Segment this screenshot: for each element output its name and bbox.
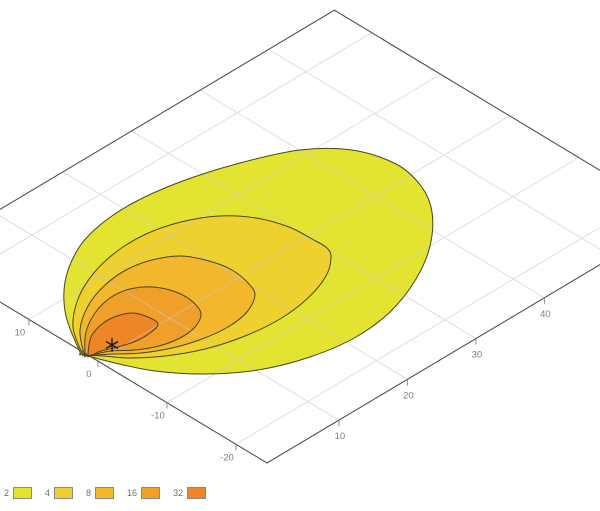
grid-line-v20 bbox=[0, 32, 372, 255]
legend-item-2: 2 bbox=[4, 487, 33, 499]
grid-line-u50 bbox=[268, 48, 600, 250]
contour-line-8 bbox=[79, 255, 256, 358]
legend-swatch bbox=[54, 487, 74, 499]
legend-swatch bbox=[187, 487, 207, 499]
asterisk-marker-ray bbox=[105, 340, 119, 350]
legend-item-8: 8 bbox=[86, 487, 115, 499]
axis-tick-labels: 10 20 30 40 10 0 -10 -20 bbox=[15, 309, 551, 464]
contour-line-4 bbox=[72, 215, 332, 359]
legend-swatch bbox=[13, 487, 33, 499]
grid-line-v10 bbox=[28, 73, 441, 320]
y-tick-label-10: 10 bbox=[15, 328, 26, 339]
x-tick-label-10: 10 bbox=[335, 431, 346, 442]
x-tick-label-20: 20 bbox=[403, 390, 414, 401]
plot-plane-border bbox=[0, 9, 600, 464]
grid-line-v-20 bbox=[235, 226, 600, 445]
x-tick-label-30: 30 bbox=[472, 350, 483, 361]
legend-label: 4 bbox=[45, 488, 51, 498]
contour-line-2 bbox=[63, 147, 434, 375]
legend-label: 32 bbox=[173, 488, 184, 498]
y-tick-label--10: -10 bbox=[151, 411, 165, 422]
plot-frame bbox=[0, 9, 600, 464]
legend-swatch bbox=[95, 487, 115, 499]
contour-line-32 bbox=[87, 312, 159, 358]
legend-swatch bbox=[141, 487, 161, 499]
grid-line-u10 bbox=[0, 215, 340, 421]
contour-legend: 2 4 8 16 32 bbox=[4, 487, 207, 499]
grid-line-u20 bbox=[62, 171, 408, 380]
x-tick-label-40: 40 bbox=[540, 309, 551, 320]
legend-item-16: 16 bbox=[127, 487, 161, 499]
legend-label: 16 bbox=[127, 488, 138, 498]
legend-label: 2 bbox=[4, 488, 10, 498]
axis-ticks bbox=[28, 297, 545, 451]
grid-line-u40 bbox=[199, 89, 545, 299]
optimum-marker bbox=[105, 338, 119, 352]
contour-fills bbox=[63, 148, 433, 375]
y-tick-label-0: 0 bbox=[86, 369, 91, 380]
legend-item-32: 32 bbox=[173, 487, 207, 499]
grid-lines bbox=[0, 32, 600, 445]
legend-label: 8 bbox=[86, 488, 92, 498]
grid-line-v-10 bbox=[166, 157, 579, 404]
grid-line-v0 bbox=[97, 115, 510, 362]
y-tick-label--20: -20 bbox=[220, 452, 234, 463]
contour-line-16 bbox=[84, 286, 202, 357]
contour-band-32 bbox=[87, 312, 159, 357]
legend-item-4: 4 bbox=[45, 487, 74, 499]
contour-lines bbox=[63, 147, 434, 375]
